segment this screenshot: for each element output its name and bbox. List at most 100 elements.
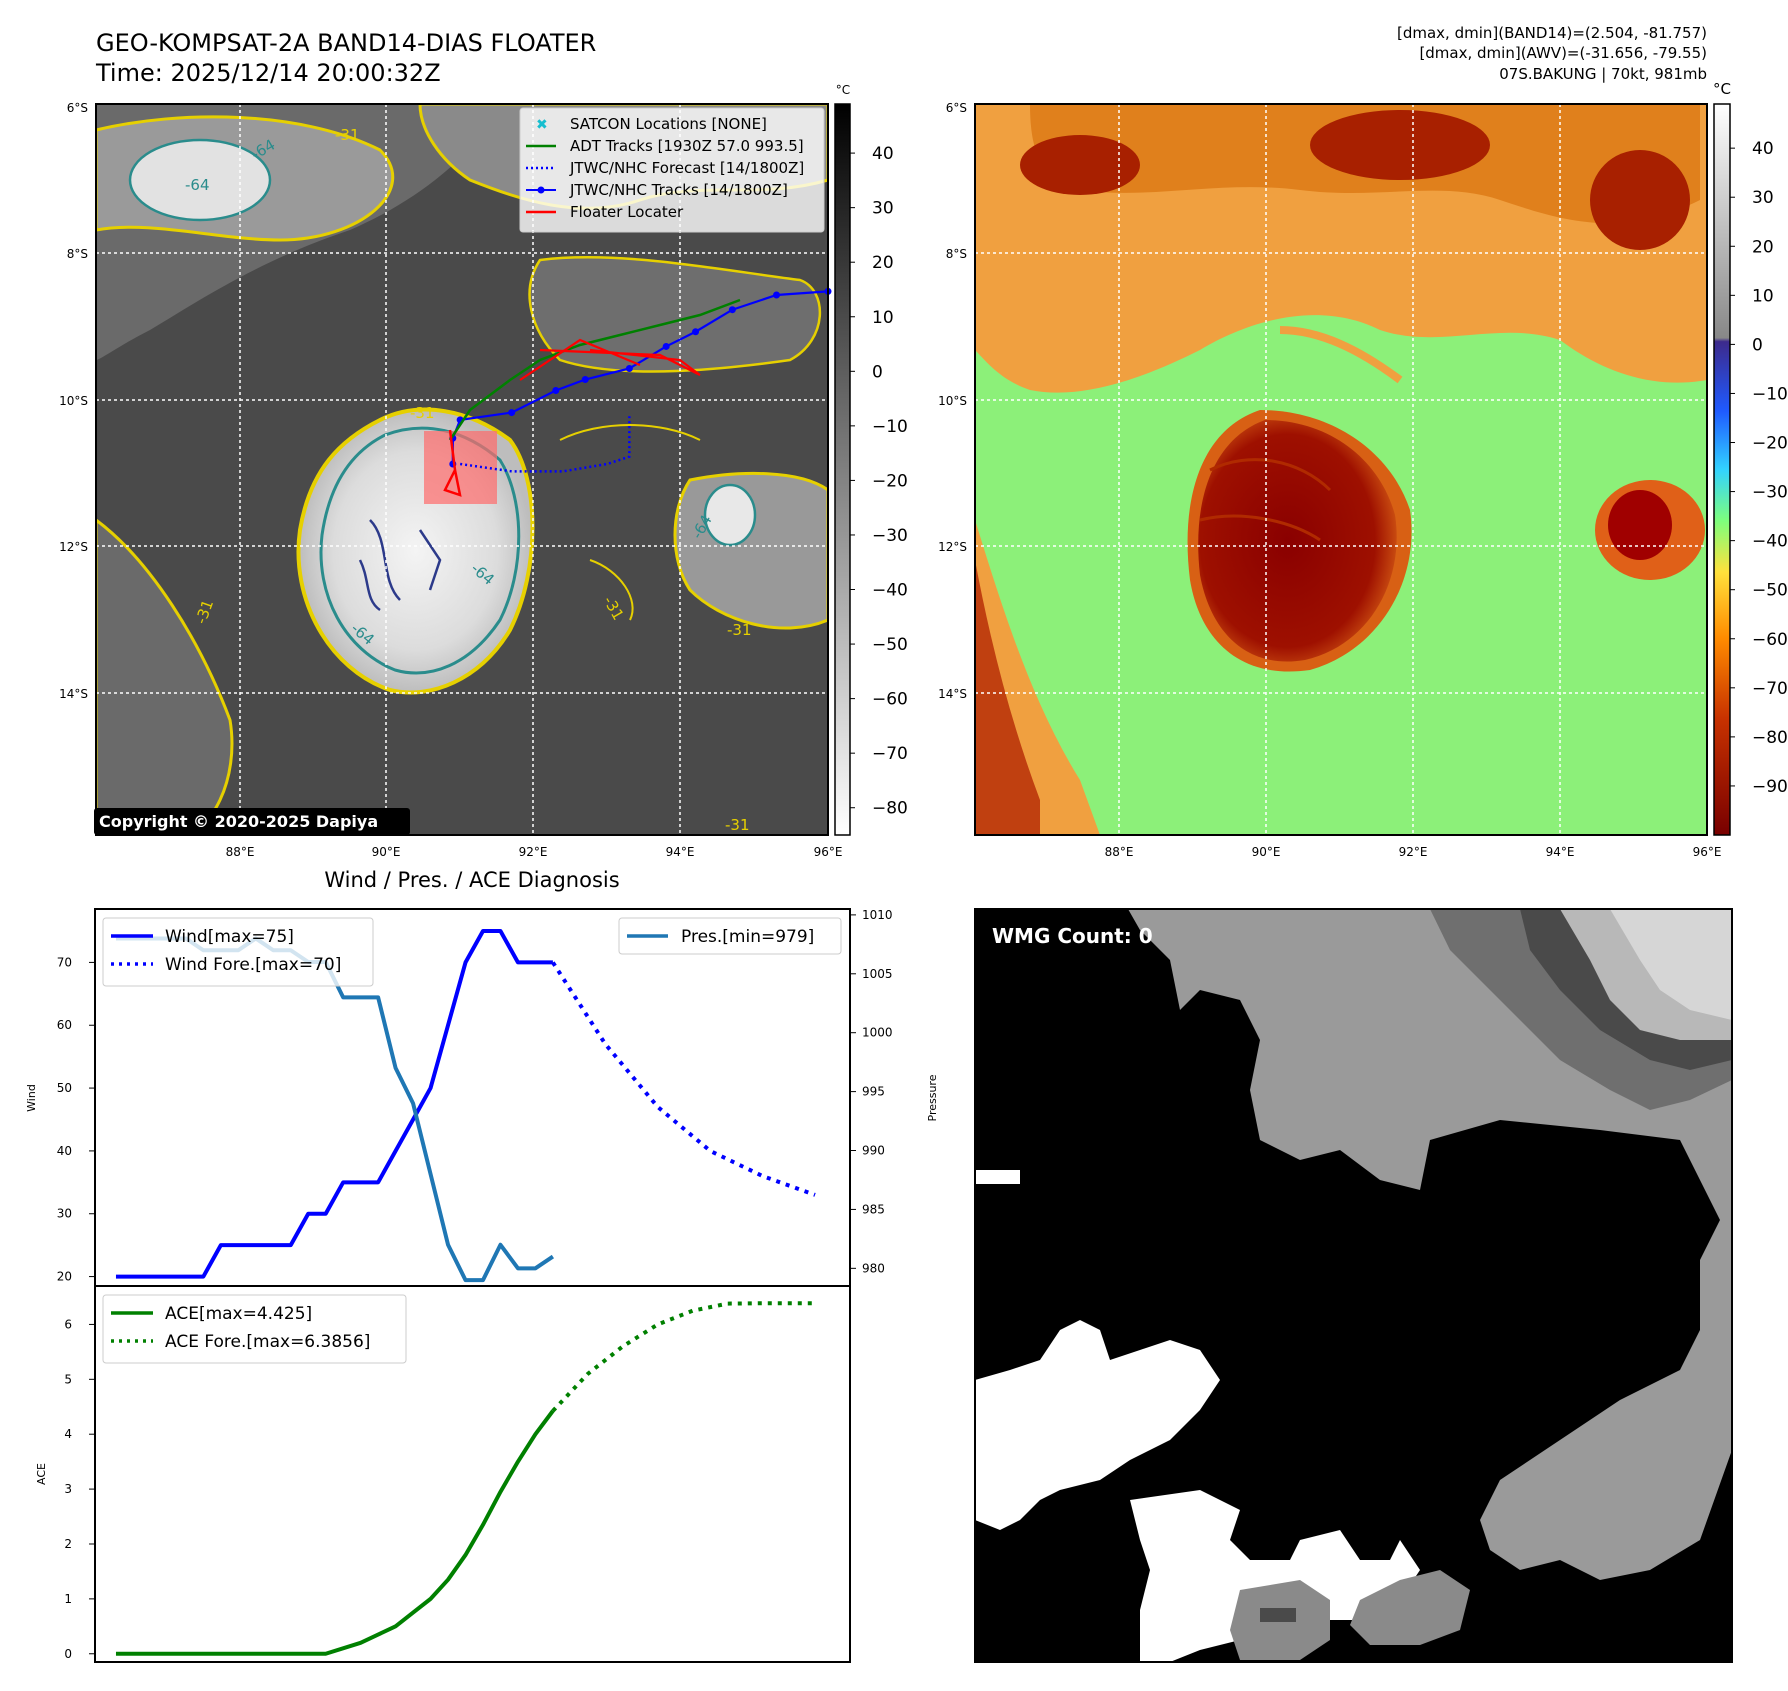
- wmg-count-label: WMG Count: 0: [992, 924, 1153, 948]
- y-tick-label: 1000: [862, 1026, 893, 1040]
- info-line3: 07S.BAKUNG | 70kt, 981mb: [1499, 65, 1707, 83]
- colorbar-tick-label: 40: [872, 144, 894, 164]
- y-tick-label: 20: [57, 1270, 72, 1284]
- ir-map-legend: ✖ SATCON Locations [NONE] ADT Tracks [19…: [519, 107, 825, 233]
- ir-map-frame: [95, 103, 829, 836]
- colorbar-unit: °C: [1713, 80, 1731, 98]
- jtwc-track-point: [508, 409, 516, 417]
- legend-tracks: JTWC/NHC Tracks [14/1800Z]: [569, 181, 788, 199]
- y-tick-label: 1: [64, 1592, 72, 1606]
- legend-ace: ACE[max=4.425]: [165, 1304, 312, 1324]
- colorbar-tick-label: −70: [872, 744, 908, 764]
- colorbar-tick-label: −90: [1752, 777, 1788, 797]
- contour-label: -31: [335, 126, 360, 144]
- legend-floater: Floater Locater: [570, 203, 684, 221]
- floater-locater-track: [519, 338, 701, 381]
- y-tick-label: 2: [64, 1537, 72, 1551]
- y-tick-label: 1005: [862, 967, 893, 981]
- y-tick-label: 5: [64, 1372, 72, 1386]
- legend-satcon: SATCON Locations [NONE]: [570, 115, 767, 133]
- adt-track: [448, 298, 741, 441]
- lat-tick: 10°S: [938, 394, 967, 408]
- lon-tick: 96°E: [1693, 845, 1722, 859]
- ir-map-ticks: 88°E 90°E 92°E 94°E 96°E 6°S 8°S 10°S 12…: [59, 101, 842, 859]
- lon-tick: 96°E: [814, 845, 843, 859]
- jtwc-track-point: [728, 306, 736, 314]
- lat-tick: 6°S: [67, 101, 88, 115]
- colorbar-tick-label: −10: [872, 417, 908, 437]
- y-tick-label: 980: [862, 1261, 885, 1275]
- colorbar-unit: °C: [836, 83, 850, 97]
- lon-tick: 90°E: [372, 845, 401, 859]
- awv-map-frame: [974, 103, 1708, 836]
- contour-label: -64: [185, 176, 210, 194]
- lat-tick: 14°S: [938, 687, 967, 701]
- colorbar-tick-label: −70: [1752, 679, 1788, 699]
- lat-tick: 12°S: [938, 540, 967, 554]
- colorbar-tick-label: −20: [872, 471, 908, 491]
- lon-tick: 90°E: [1252, 845, 1281, 859]
- colorbar-tick-label: 20: [872, 253, 894, 273]
- contour-label: -31: [410, 404, 435, 422]
- lon-tick: 88°E: [226, 845, 255, 859]
- colorbar-tick-label: 40: [1752, 139, 1774, 159]
- colorbar-tick-label: −60: [1752, 630, 1788, 650]
- info-line1: [dmax, dmin](BAND14)=(2.504, -81.757): [1397, 24, 1707, 42]
- colorbar-tick-label: 20: [1752, 237, 1774, 257]
- legend-forecast: JTWC/NHC Forecast [14/1800Z]: [569, 159, 804, 177]
- lon-tick: 88°E: [1105, 845, 1134, 859]
- lon-tick: 92°E: [1399, 845, 1428, 859]
- colorbar-tick-label: 10: [872, 308, 894, 328]
- floater-locater-track-center: [443, 429, 462, 497]
- lon-tick: 92°E: [519, 845, 548, 859]
- diagnosis-title: Wind / Pres. / ACE Diagnosis: [324, 868, 619, 892]
- y-tick-label: 6: [64, 1317, 72, 1331]
- contour-label: -31: [725, 816, 750, 834]
- y-tick-label: 30: [57, 1207, 72, 1221]
- awv-colorbar: °C 40 30 20 10 0 −10 −20 −30 −40 −50 −60 −70 −80 −90: [1713, 80, 1788, 836]
- y-tick-label: 985: [862, 1202, 885, 1216]
- wmg-imagery: [975, 909, 1732, 1662]
- wind-ticks: 20 30 40 50 60 70: [57, 955, 95, 1284]
- y-tick-label: 3: [64, 1482, 72, 1496]
- ace-ticks: 0 1 2 3 4 5 6: [64, 1317, 95, 1661]
- colorbar-tick-label: −80: [1752, 728, 1788, 748]
- series-line-wind-max-75: [115, 928, 553, 1279]
- awv-map-imagery: [975, 104, 1707, 835]
- lat-tick: 8°S: [946, 247, 967, 261]
- y-tick-label: 0: [64, 1647, 72, 1661]
- lat-tick: 6°S: [946, 101, 967, 115]
- awv-map: 88°E 90°E 92°E 94°E 96°E 6°S 8°S 10°S 12…: [938, 80, 1788, 859]
- legend-wind-fore: Wind Fore.[max=70]: [165, 955, 341, 975]
- satcon-marker-icon: ✖: [536, 117, 548, 133]
- colorbar-tick-label: 0: [1752, 335, 1763, 355]
- colorbar-tick-label: −60: [872, 690, 908, 710]
- copyright-text: Copyright © 2020-2025 Dapiya: [99, 812, 378, 831]
- jtwc-track-point: [662, 342, 670, 350]
- colorbar-tick-label: 10: [1752, 286, 1774, 306]
- wmg-panel: WMG Count: 0: [974, 908, 1733, 1663]
- legend-wind: Wind[max=75]: [165, 927, 294, 947]
- lat-tick: 12°S: [59, 540, 88, 554]
- pressure-ticks: 980 985 990 995 1000 1005 1010: [850, 908, 893, 1275]
- y-tick-label: 40: [57, 1144, 72, 1158]
- colorbar-tick-label: −40: [1752, 532, 1788, 552]
- colorbar-tick-label: −20: [1752, 434, 1788, 454]
- legend-adt: ADT Tracks [1930Z 57.0 993.5]: [570, 137, 804, 155]
- map-tracks: [449, 287, 832, 473]
- lon-tick: 94°E: [1546, 845, 1575, 859]
- figure-title-line1: GEO-KOMPSAT-2A BAND14-DIAS FLOATER: [96, 29, 596, 57]
- jtwc-track-point: [552, 387, 560, 395]
- colorbar-tick-label: 30: [872, 199, 894, 219]
- series-line-wind-fore-max-70: [551, 961, 816, 1197]
- copyright-box: [94, 808, 410, 835]
- legend-track-marker-icon: [537, 186, 545, 194]
- ace-series-layer: [115, 1301, 816, 1656]
- colorbar-tick-label: −30: [1752, 483, 1788, 503]
- colorbar-tick-label: −50: [1752, 581, 1788, 601]
- contour-label: -31: [727, 621, 752, 639]
- ir-map: -64 -64 -31 -64 -31 -64 -31 -31 -31 -31 …: [59, 83, 908, 859]
- pressure-axis-label: Pressure: [926, 1074, 939, 1121]
- colorbar-tick-label: −30: [872, 526, 908, 546]
